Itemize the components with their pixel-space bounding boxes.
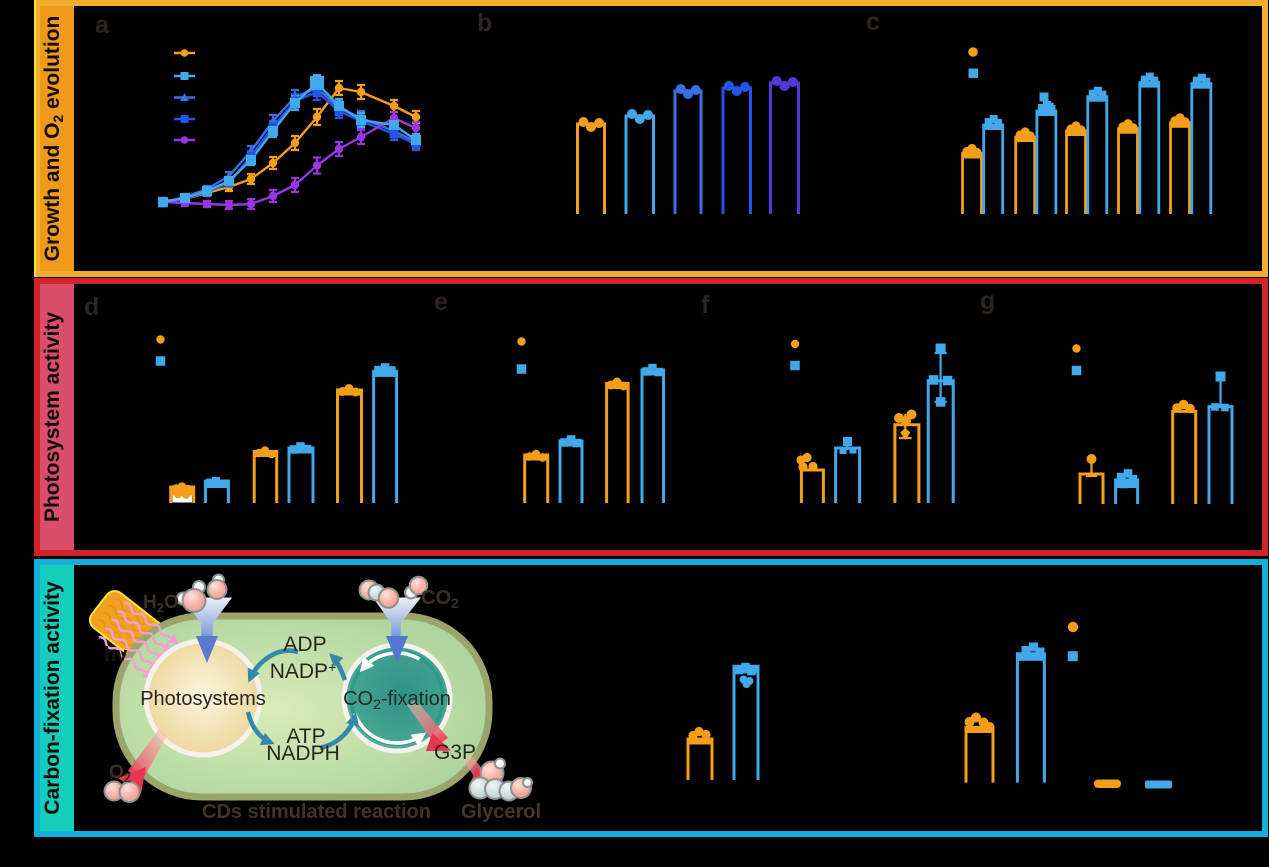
svg-text:Carbon-fixation activity: Carbon-fixation activity <box>41 581 64 815</box>
svg-text:G3P: G3P <box>434 741 476 764</box>
svg-text:a: a <box>95 11 110 39</box>
svg-text:Growth and O2 evolution: Growth and O2 evolution <box>41 16 66 262</box>
svg-text:ADP: ADP <box>283 633 326 656</box>
svg-text:g: g <box>980 287 995 315</box>
svg-text:Glycerol: Glycerol <box>461 801 541 823</box>
svg-text:d: d <box>84 293 99 321</box>
svg-text:f: f <box>701 291 710 319</box>
svg-text:Photosystem activity: Photosystem activity <box>41 312 64 522</box>
svg-text:b: b <box>477 9 492 37</box>
svg-text:ATP: ATP <box>286 725 325 748</box>
svg-text:NADP+: NADP+ <box>270 659 337 683</box>
svg-text:CDs stimulated reaction: CDs stimulated reaction <box>202 801 431 823</box>
svg-text:e: e <box>434 288 448 316</box>
svg-text:NADPH: NADPH <box>266 742 340 765</box>
svg-text:Photosystems: Photosystems <box>140 688 266 710</box>
svg-text:hv: hv <box>104 644 128 666</box>
svg-text:CO2-fixation: CO2-fixation <box>343 688 451 712</box>
svg-text:H2O: H2O <box>143 592 179 615</box>
svg-text:c: c <box>866 8 880 36</box>
